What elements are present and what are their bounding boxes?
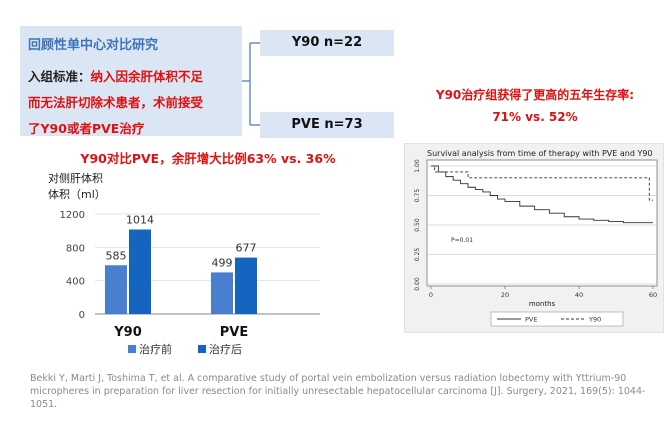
bar-value-label: 1014 bbox=[126, 214, 154, 227]
survival-line-pve bbox=[431, 165, 653, 224]
survival-line-y90 bbox=[431, 165, 653, 201]
survival-plot-area bbox=[426, 159, 658, 287]
group-bracket bbox=[242, 42, 260, 126]
bar-category-labels: Y90 PVE bbox=[113, 325, 248, 340]
legend-swatch bbox=[128, 345, 136, 353]
survival-chart-panel: Survival analysis from time of therapy w… bbox=[404, 143, 664, 333]
legend-swatch bbox=[198, 345, 206, 353]
survival-legend-label: Y90 bbox=[588, 316, 601, 324]
survival-chart-title: Survival analysis from time of therapy w… bbox=[427, 149, 653, 158]
bar-y-tick: 0 bbox=[79, 310, 85, 321]
legend-label: 治疗前 bbox=[139, 342, 172, 356]
study-design-box: 回顾性单中心对比研究 入组标准：纳入因余肝体积不足 而无法肝切除术患者，术前接受… bbox=[20, 26, 242, 136]
bar-grid bbox=[95, 213, 320, 315]
criteria-text-3: 了Y90或者PVE治疗 bbox=[28, 121, 145, 136]
survival-y-tick: 1.00 bbox=[414, 159, 421, 173]
survival-headline-line1: Y90治疗组获得了更高的五年生存率: bbox=[435, 88, 635, 102]
survival-lines bbox=[431, 165, 653, 224]
survival-headline: Y90治疗组获得了更高的五年生存率: 71% vs. 52% bbox=[415, 84, 655, 128]
survival-x-tick: 40 bbox=[575, 291, 583, 299]
criteria-label: 入组标准： bbox=[28, 69, 91, 84]
bar-y-tick: 1200 bbox=[60, 210, 85, 221]
group-y90-box: Y90 n=22 bbox=[260, 30, 394, 56]
survival-y-tick: 0.00 bbox=[414, 277, 421, 291]
bar-PVE-1 bbox=[235, 257, 257, 314]
survival-y-ticks: 0.00 0.25 0.50 0.75 1.00 bbox=[414, 159, 421, 291]
survival-chart: Survival analysis from time of therapy w… bbox=[414, 149, 658, 327]
survival-legend: PVE Y90 bbox=[490, 311, 624, 327]
survival-legend-box bbox=[490, 311, 624, 327]
bar-value-label: 499 bbox=[212, 256, 233, 269]
bar-value-label: 677 bbox=[236, 242, 257, 255]
y-axis-label-line1: 对侧肝体积 bbox=[48, 171, 103, 185]
survival-headline-line2: 71% vs. 52% bbox=[492, 110, 578, 124]
survival-y-tick: 0.50 bbox=[414, 218, 421, 232]
citation: Bekki Y, Marti J, Toshima T, et al. A co… bbox=[30, 373, 646, 410]
bar-category-label: Y90 bbox=[113, 325, 142, 340]
survival-x-tick: 20 bbox=[501, 291, 509, 299]
study-title: 回顾性单中心对比研究 bbox=[28, 38, 159, 53]
group-pve-box: PVE n=73 bbox=[260, 112, 394, 138]
bar-y-ticks: 0 400 800 1200 bbox=[60, 210, 85, 321]
bar-y-tick: 400 bbox=[66, 277, 85, 288]
survival-x-tick: 60 bbox=[649, 291, 657, 299]
bar-value-label: 585 bbox=[106, 249, 127, 262]
inclusion-criteria: 入组标准：纳入因余肝体积不足 而无法肝切除术患者，术前接受 了Y90或者PVE治… bbox=[28, 64, 242, 142]
bar-PVE-0 bbox=[211, 272, 233, 314]
survival-p-value: P=0.01 bbox=[451, 237, 473, 244]
survival-x-tick: 0 bbox=[429, 291, 433, 299]
volume-headline: Y90对比PVE，余肝增大比例63% vs. 36% bbox=[80, 151, 336, 166]
criteria-text-1: 纳入因余肝体积不足 bbox=[90, 69, 204, 84]
bar-y-tick: 800 bbox=[66, 243, 85, 254]
criteria-text-2: 而无法肝切除术患者，术前接受 bbox=[28, 95, 204, 110]
bar-category-label: PVE bbox=[220, 325, 248, 340]
survival-x-ticks: 0 20 40 60 bbox=[429, 286, 657, 299]
survival-y-tick: 0.75 bbox=[414, 189, 421, 203]
survival-y-tick: 0.25 bbox=[414, 248, 421, 262]
legend-label: 治疗后 bbox=[209, 342, 242, 356]
survival-x-label: months bbox=[529, 300, 556, 308]
survival-legend-label: PVE bbox=[525, 316, 537, 324]
bar-Y90-1 bbox=[129, 229, 151, 314]
bar-marks bbox=[105, 229, 257, 314]
survival-grid bbox=[427, 165, 657, 285]
bar-Y90-0 bbox=[105, 265, 127, 314]
bar-legend: 治疗前 治疗后 bbox=[128, 342, 242, 356]
y-axis-label-line2: 体积（ml） bbox=[48, 187, 106, 201]
